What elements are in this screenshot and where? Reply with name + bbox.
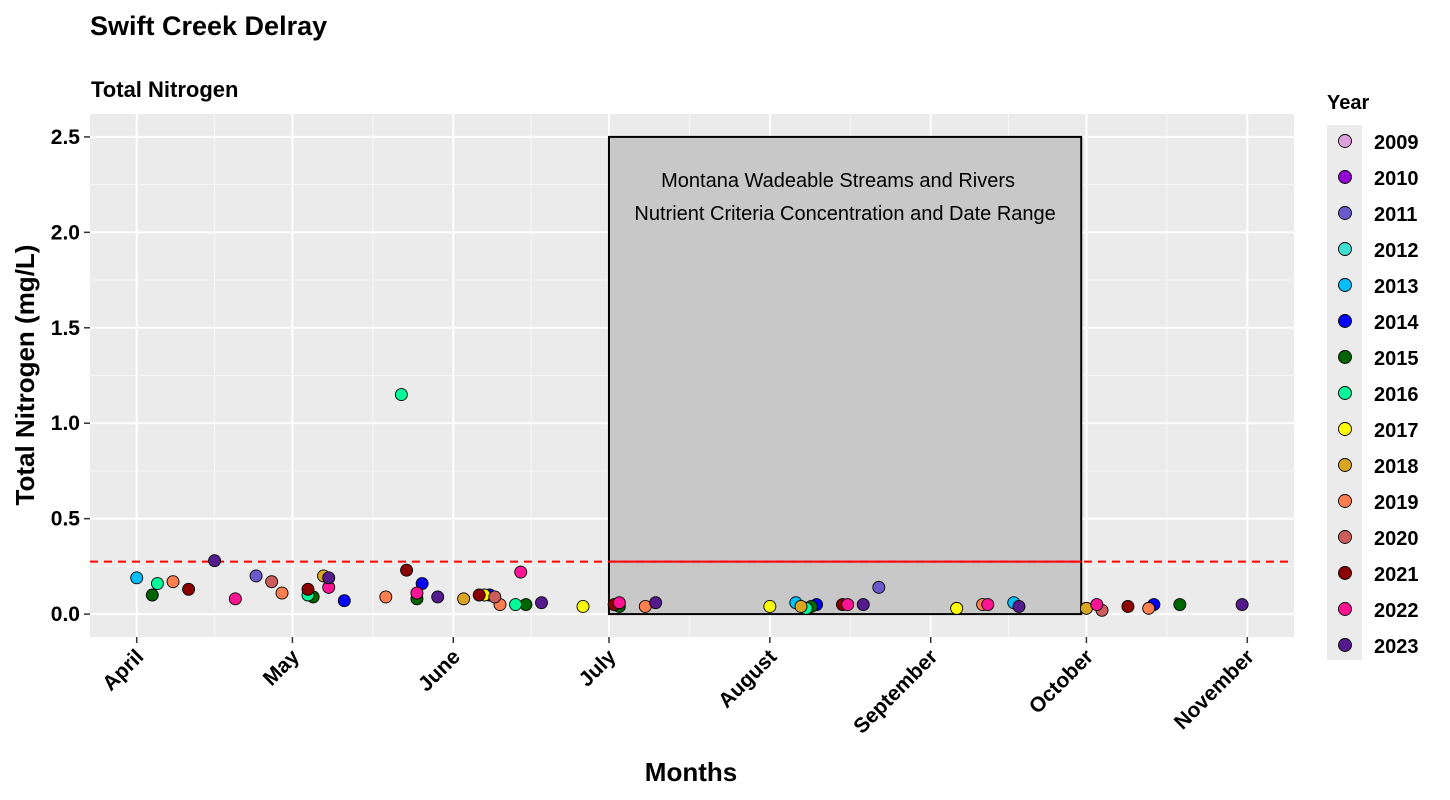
legend-key-2009 xyxy=(1338,134,1352,148)
data-point-2017 xyxy=(950,601,964,615)
legend-label-2020: 2020 xyxy=(1374,528,1419,550)
data-point-2016 xyxy=(394,388,408,402)
legend-key-2012 xyxy=(1338,242,1352,256)
legend-label-2016: 2016 xyxy=(1374,384,1419,406)
chart-subtitle: Total Nitrogen xyxy=(91,77,238,102)
data-point-2022 xyxy=(1090,598,1104,612)
data-point-2021 xyxy=(472,588,486,602)
criteria-box-group: Montana Wadeable Streams and Rivers Nutri… xyxy=(90,135,1294,616)
data-point-2011 xyxy=(872,580,886,594)
data-point-2018 xyxy=(457,592,471,606)
legend-key-2019 xyxy=(1338,494,1352,508)
data-point-2022 xyxy=(841,598,855,612)
legend-key-2013 xyxy=(1338,278,1352,292)
data-point-2017 xyxy=(763,600,777,613)
data-point-2022 xyxy=(981,598,995,612)
legend-label-2009: 2009 xyxy=(1374,132,1419,154)
data-point-2019 xyxy=(379,590,393,604)
data-point-2020 xyxy=(488,590,502,604)
y-tick-label: 2.0 xyxy=(51,221,80,244)
legend-key-2014 xyxy=(1338,314,1352,328)
data-point-2014 xyxy=(337,594,351,608)
legend-key-2021 xyxy=(1338,566,1352,580)
x-tick-label: April xyxy=(98,645,148,695)
data-point-2021 xyxy=(1121,600,1135,613)
legend-key-2023 xyxy=(1338,638,1352,652)
data-point-2017 xyxy=(576,600,590,613)
legend-key-2010 xyxy=(1338,170,1352,184)
legend-label-2019: 2019 xyxy=(1374,492,1419,514)
data-point-2013 xyxy=(130,571,144,585)
criteria-label-line1: Montana Wadeable Streams and Rivers xyxy=(661,170,1015,192)
data-point-2021 xyxy=(182,582,196,596)
y-tick-label: 0.5 xyxy=(51,508,81,531)
y-axis-title: Total Nitrogen (mg/L) xyxy=(10,245,40,506)
data-point-2015 xyxy=(145,588,159,602)
y-tick-label: 2.5 xyxy=(51,126,81,149)
legend-title: Year xyxy=(1327,92,1369,114)
data-point-2019 xyxy=(166,575,180,589)
y-tick-label: 0.0 xyxy=(51,603,80,626)
data-point-2021 xyxy=(301,582,315,596)
x-axis-title: Months xyxy=(645,757,737,787)
legend-label-2022: 2022 xyxy=(1374,600,1419,622)
data-point-2023 xyxy=(208,554,222,568)
y-axis: 0.0 0.5 1.0 1.5 2.0 2.5 xyxy=(51,126,90,626)
legend: Year 2009 2010 2011 2012 2013 2014 2015 2016 201… xyxy=(1327,92,1419,660)
x-tick-label: August xyxy=(714,645,781,712)
data-points xyxy=(130,388,1249,617)
data-point-2016 xyxy=(509,598,523,612)
legend-label-2013: 2013 xyxy=(1374,276,1419,298)
data-point-2023 xyxy=(856,598,870,612)
data-point-2022 xyxy=(410,586,424,600)
legend-label-2011: 2011 xyxy=(1374,204,1417,226)
y-tick-label: 1.5 xyxy=(51,317,81,340)
legend-label-2015: 2015 xyxy=(1374,348,1419,370)
y-tick-label: 1.0 xyxy=(51,412,80,435)
data-point-2022 xyxy=(612,596,626,610)
legend-label-2012: 2012 xyxy=(1374,240,1419,262)
legend-label-2018: 2018 xyxy=(1374,456,1419,478)
data-point-2011 xyxy=(249,569,263,583)
data-point-2016 xyxy=(151,577,164,591)
x-tick-label: September xyxy=(849,645,942,738)
x-tick-label: June xyxy=(414,645,465,696)
data-point-2023 xyxy=(649,596,663,610)
legend-key-2018 xyxy=(1338,458,1352,472)
legend-items: 2009 2010 2011 2012 2013 2014 2015 2016 2017 2018… xyxy=(1338,132,1419,658)
legend-label-2014: 2014 xyxy=(1374,312,1419,334)
data-point-2019 xyxy=(275,586,289,600)
data-point-2023 xyxy=(535,596,548,610)
criteria-label-line2: Nutrient Criteria Concentration and Date… xyxy=(634,203,1055,225)
legend-key-2016 xyxy=(1338,386,1352,400)
legend-label-2021: 2021 xyxy=(1374,564,1419,586)
legend-label-2010: 2010 xyxy=(1374,168,1419,190)
data-point-2020 xyxy=(265,575,279,589)
data-point-2023 xyxy=(1235,598,1249,612)
legend-label-2023: 2023 xyxy=(1374,636,1419,658)
chart-title: Swift Creek Delray xyxy=(90,11,327,41)
data-point-2015 xyxy=(1173,598,1187,612)
data-point-2021 xyxy=(400,563,414,577)
legend-label-2017: 2017 xyxy=(1374,420,1419,442)
x-tick-label: October xyxy=(1025,645,1098,718)
data-point-2023 xyxy=(322,571,336,585)
legend-key-2017 xyxy=(1338,422,1352,436)
legend-key-2022 xyxy=(1338,602,1352,616)
legend-key-2015 xyxy=(1338,350,1352,364)
x-axis: April May June July August September October No… xyxy=(98,637,1259,738)
x-tick-label: November xyxy=(1170,645,1259,734)
criteria-box xyxy=(607,135,1083,616)
data-point-2018 xyxy=(794,600,808,613)
x-tick-label: May xyxy=(259,645,304,690)
data-point-2023 xyxy=(1012,600,1026,613)
data-point-2022 xyxy=(514,565,528,579)
data-point-2019 xyxy=(1142,601,1156,615)
data-point-2022 xyxy=(228,592,242,606)
legend-key-2011 xyxy=(1338,206,1352,220)
x-tick-label: July xyxy=(575,645,621,691)
legend-key-2020 xyxy=(1338,530,1352,544)
data-point-2023 xyxy=(431,590,445,604)
